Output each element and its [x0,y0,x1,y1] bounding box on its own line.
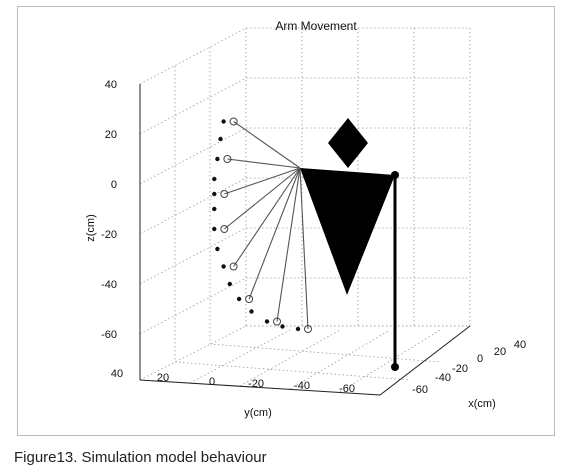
trajectory-point [218,136,223,142]
arm-link-line [227,158,301,169]
pole-top-joint [391,171,399,179]
x-tick-label: 20 [494,346,506,358]
arm-link-line [233,167,301,267]
trajectory-point [295,326,301,332]
z-tick-label: 20 [105,129,117,141]
pole-bottom-joint [391,363,399,371]
y-tick-label: -40 [294,380,310,392]
trajectory-point [236,296,242,302]
z-tick-label: -20 [101,229,117,241]
y-axis-label: y(cm) [244,407,272,419]
trajectory-point [215,246,220,252]
axes-frame [139,84,471,396]
z-tick-label: 0 [111,179,117,191]
torso-triangle [300,168,395,295]
elbow-marker [229,117,238,126]
arm-link-line [248,167,301,300]
y-tick-label: -60 [339,383,355,395]
x-tick-label: -60 [412,384,428,396]
y-tick-label: 40 [111,368,123,380]
x-tick-label: 0 [477,353,483,365]
elbow-marker [273,317,281,326]
arm-link-line [224,167,301,195]
y-tick-label: 0 [209,376,215,388]
grid-lines [139,27,471,396]
trajectory-point [249,309,254,314]
trajectory-point [221,264,226,269]
z-tick-labels: 40 20 0 -20 -40 -60 [101,79,117,341]
y-tick-label: 20 [157,372,169,384]
trajectory-point [215,156,220,162]
arm-links [223,121,309,330]
trajectory-point [264,319,270,324]
z-axis-label: z(cm) [85,214,97,242]
z-tick-label: -60 [101,329,117,341]
elbow-marker [220,225,229,233]
body-figure [300,118,399,371]
figure-caption: Figure13. Simulation model behaviour [14,449,267,466]
arm-link-line [299,167,309,330]
trajectory-series [212,117,312,333]
elbow-marker [229,262,238,271]
x-axis-label: x(cm) [468,398,496,410]
trajectory-point [212,191,217,197]
trajectory-point [212,176,217,182]
elbow-marker [304,325,312,333]
x-tick-labels: -60 -40 -20 0 20 40 [412,339,526,396]
z-tick-label: 40 [105,79,117,91]
trajectory-point [212,206,217,212]
x-tick-label: -40 [435,372,451,384]
chart-title: Arm Movement [275,19,357,33]
trajectory-point [227,281,232,287]
elbow-marker [220,190,229,198]
arm-link-line [233,121,301,169]
z-tick-label: -40 [101,279,117,291]
y-tick-labels: 40 20 0 -20 -40 -60 [111,368,355,395]
arm-link-line [276,167,301,322]
x-tick-label: -20 [452,363,468,375]
trajectory-point [212,226,217,232]
x-tick-label: 40 [514,339,526,351]
trajectory-point [221,119,226,124]
y-tick-label: -20 [248,378,264,390]
head-diamond [328,118,368,168]
arm-link-line [223,167,301,230]
trajectory-point [280,324,285,329]
elbow-marker [245,295,254,303]
elbow-marker [223,155,232,163]
